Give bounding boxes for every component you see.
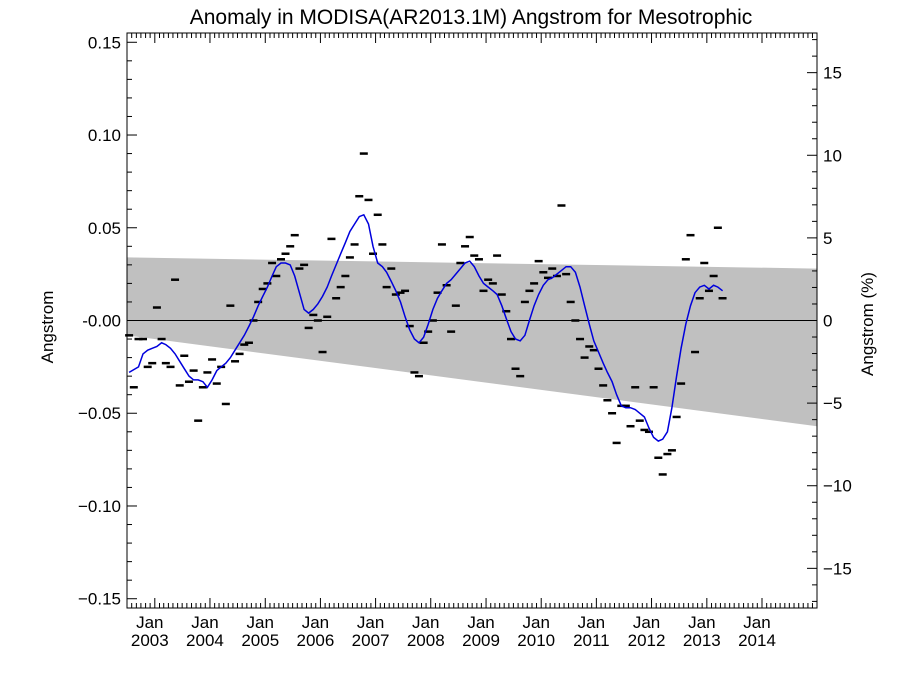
x-tick-label-month: Jan (743, 613, 770, 632)
y-axis-label-left: Angstrom (38, 291, 57, 364)
x-tick-label-year: 2003 (131, 631, 169, 650)
x-tick-label-month: Jan (578, 613, 605, 632)
y-right-tick-label: −15 (823, 559, 852, 578)
x-tick-label-month: Jan (412, 613, 439, 632)
x-tick-label-year: 2013 (683, 631, 721, 650)
x-tick-label-month: Jan (191, 613, 218, 632)
x-tick-label-month: Jan (247, 613, 274, 632)
x-tick-label-year: 2005 (241, 631, 279, 650)
smoothed-line (128, 213, 724, 442)
y-right-tick-label: 0 (823, 312, 832, 331)
x-tick-label-year: 2011 (573, 631, 610, 650)
y-tick-label: 0.15 (88, 33, 121, 52)
x-tick-label-year: 2008 (407, 631, 445, 650)
plot-area: −0.15 −0.10 −0.05 -0.00 0.05 0.10 0.15 −15 −10 −5… (78, 32, 852, 650)
x-tick-label-year: 2014 (738, 631, 776, 650)
x-tick-label-month: Jan (688, 613, 715, 632)
x-tick-label-month: Jan (357, 613, 384, 632)
y-right-tick-label: −10 (823, 477, 852, 496)
x-tick-label-month: Jan (302, 613, 329, 632)
x-tick-label-month: Jan (633, 613, 660, 632)
x-tick-label-month: Jan (523, 613, 550, 632)
x-tick-label-month: Jan (467, 613, 494, 632)
y-right-tick-label: 10 (823, 146, 842, 165)
x-tick-label-year: 2010 (517, 631, 555, 650)
x-tick-label-year: 2012 (628, 631, 666, 650)
y-tick-label: 0.10 (88, 126, 121, 145)
chart-title: Anomaly in MODISA(AR2013.1M) Angstrom fo… (190, 6, 753, 29)
x-tick-label-year: 2007 (352, 631, 390, 650)
y-right-tick-label: 15 (823, 64, 842, 83)
confidence-band (127, 257, 817, 427)
y-axis-label-right: Angstrom (%) (858, 272, 877, 376)
x-tick-label-year: 2004 (186, 631, 224, 650)
x-tick-label-month: Jan (136, 613, 163, 632)
x-tick-label-year: 2006 (297, 631, 335, 650)
y-tick-label: −0.05 (78, 404, 121, 423)
y-tick-label: 0.05 (88, 219, 121, 238)
y-right-tick-label: −5 (823, 394, 842, 413)
y-right-tick-label: 5 (823, 229, 832, 248)
y-tick-label: -0.00 (82, 312, 121, 331)
x-tick-label-year: 2009 (462, 631, 500, 650)
y-tick-label: −0.15 (78, 590, 121, 609)
y-tick-label: −0.10 (78, 497, 121, 516)
